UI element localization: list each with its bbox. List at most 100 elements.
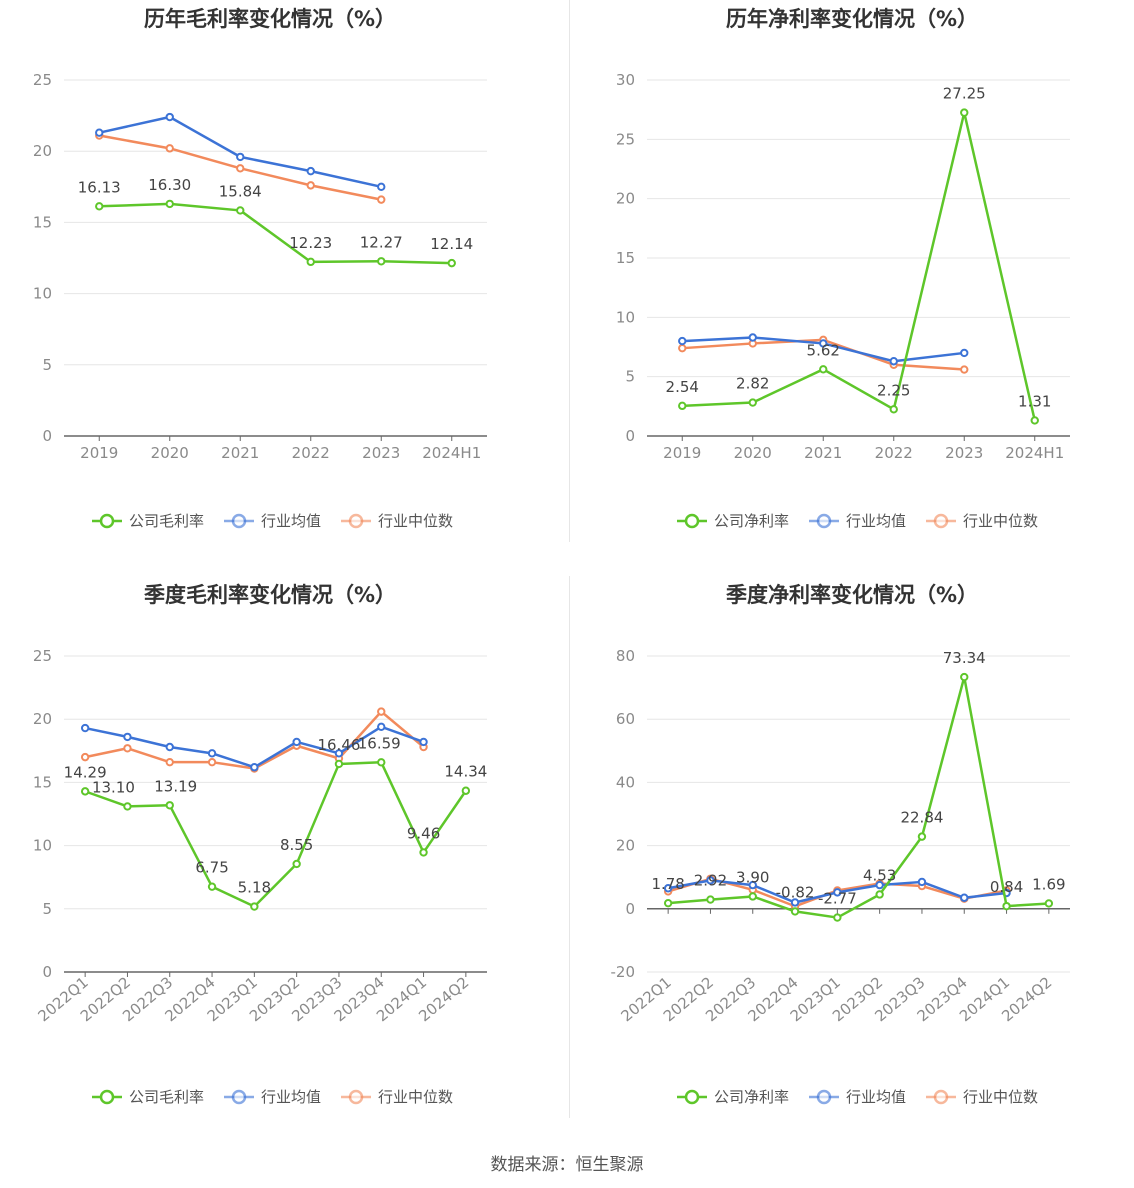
data-point-company	[833, 913, 842, 922]
y-tick-label: 10	[616, 308, 635, 326]
legend: 公司净利率 行业均值 行业中位数	[677, 512, 1038, 530]
data-label: 12.27	[360, 233, 403, 251]
data-label: -0.82	[776, 883, 815, 901]
data-label: 16.30	[148, 176, 191, 194]
legend-label: 行业均值	[261, 512, 321, 530]
data-label: 2.82	[736, 375, 769, 393]
x-tick-label: 2019	[663, 444, 701, 462]
data-point-median	[236, 164, 245, 173]
y-gridlines	[647, 655, 1070, 973]
annual-gross-margin-chart: 历年毛利率变化情况（%） 0 5 10 15 20 25 2019 2020 2021 2022 20…	[0, 0, 567, 576]
data-label: 14.29	[64, 763, 107, 781]
y-gridlines	[64, 655, 487, 910]
chart-svg: 历年毛利率变化情况（%） 0 5 10 15 20 25 2019 2020 2021 2022 20…	[33, 7, 487, 530]
legend-label: 公司毛利率	[129, 512, 204, 530]
data-label: 12.23	[289, 234, 332, 252]
data-label: 16.59	[358, 734, 401, 752]
legend-label: 行业中位数	[378, 512, 453, 530]
data-label: 4.53	[863, 866, 896, 884]
data-point-avg	[95, 128, 104, 137]
data-point-avg	[165, 112, 174, 122]
data-point-avg	[663, 884, 673, 893]
x-tick-label: 2024H1	[1005, 444, 1064, 462]
x-tick-label: 2024H1	[422, 444, 481, 462]
legend-item-company: 公司毛利率	[92, 512, 204, 530]
data-point-company	[306, 257, 315, 267]
data-label: 9.46	[407, 824, 440, 842]
series-line-company	[84, 761, 467, 908]
data-label: 3.90	[736, 868, 769, 886]
data-point-avg	[790, 898, 800, 907]
data-point-company	[960, 108, 969, 117]
x-tick-label: 2022	[292, 444, 330, 462]
data-point-company	[207, 882, 217, 891]
y-tick-label: 25	[616, 130, 635, 148]
y-tick-label: 25	[33, 71, 52, 89]
x-tick-label: 2022	[875, 444, 913, 462]
y-tick-label: 20	[616, 837, 635, 855]
legend-marker	[348, 1089, 364, 1105]
data-label: 2.54	[666, 378, 699, 396]
data-point-company	[461, 786, 471, 795]
legend-marker	[231, 1089, 247, 1105]
y-tick-label: 5	[625, 368, 635, 386]
chart-svg: 季度毛利率变化情况（%）05101520252022Q12022Q22022Q3…	[33, 583, 487, 1106]
y-tick-label: 20	[616, 190, 635, 208]
legend-label: 公司毛利率	[129, 1088, 204, 1106]
data-label: 27.25	[943, 85, 986, 103]
legend-marker	[99, 1089, 115, 1105]
y-tick-label: -20	[611, 963, 636, 981]
legend-label: 行业中位数	[963, 512, 1038, 530]
data-label: 1.78	[651, 875, 684, 893]
legend-item-company: 公司净利率	[677, 1088, 789, 1106]
data-label: 2.92	[694, 872, 727, 890]
series-company	[80, 758, 471, 911]
data-point-avg	[419, 737, 428, 747]
data-point-company	[1030, 416, 1039, 425]
annual-net-margin-chart: 历年净利率变化情况（%） 0 5 10 15 20 25 30 2019 2020 2021 2022…	[567, 0, 1134, 576]
legend-label: 公司净利率	[714, 1088, 789, 1106]
data-point-median	[80, 752, 90, 762]
x-tick-label: 2023	[945, 444, 983, 462]
legend-item-median: 行业中位数	[926, 512, 1038, 530]
y-gridlines	[647, 79, 1070, 378]
data-point-avg	[292, 737, 301, 747]
legend: 公司毛利率 行业均值 行业中位数	[92, 1088, 453, 1106]
series-avg	[80, 722, 428, 772]
y-tick-label: 15	[616, 249, 635, 267]
data-point-median	[377, 707, 386, 716]
data-point-company	[165, 801, 174, 810]
legend-item-avg: 行业均值	[809, 512, 906, 530]
data-point-avg	[960, 893, 969, 902]
quarterly-gross-margin-chart: 季度毛利率变化情况（%） 0 5 10 15 20 25 2022Q1 2022Q2 2022Q3…	[0, 576, 567, 1152]
series-line-avg	[98, 115, 382, 189]
data-point-company	[790, 907, 800, 916]
x-tick-label: 2021	[804, 444, 842, 462]
y-tick-label: 80	[616, 647, 635, 665]
legend-marker	[99, 513, 115, 529]
legend-item-company: 公司毛利率	[92, 1088, 204, 1106]
legend-label: 行业中位数	[378, 1088, 453, 1106]
legend-marker	[231, 513, 247, 529]
chart-title: 历年净利率变化情况（%）	[726, 7, 978, 31]
x-tick-label: 2021	[221, 444, 259, 462]
data-point-avg	[875, 880, 884, 890]
data-point-avg	[123, 732, 132, 742]
data-point-median	[123, 744, 132, 753]
data-point-company	[706, 895, 715, 904]
y-tick-label: 40	[616, 773, 635, 791]
legend-label: 行业均值	[846, 512, 906, 530]
chart-title: 季度净利率变化情况（%）	[726, 583, 978, 607]
data-point-company	[80, 787, 90, 796]
data-point-avg	[706, 876, 715, 885]
data-point-company	[292, 859, 301, 869]
legend-label: 公司净利率	[714, 512, 789, 530]
y-tick-label: 5	[42, 900, 52, 918]
data-label: 73.34	[943, 649, 986, 667]
y-tick-label: 60	[616, 710, 635, 728]
data-label: 12.14	[430, 235, 473, 253]
chart-title: 历年毛利率变化情况（%）	[144, 7, 396, 31]
data-point-avg	[236, 152, 245, 162]
x-tick-label: 2020	[151, 444, 189, 462]
data-point-median	[960, 365, 969, 374]
